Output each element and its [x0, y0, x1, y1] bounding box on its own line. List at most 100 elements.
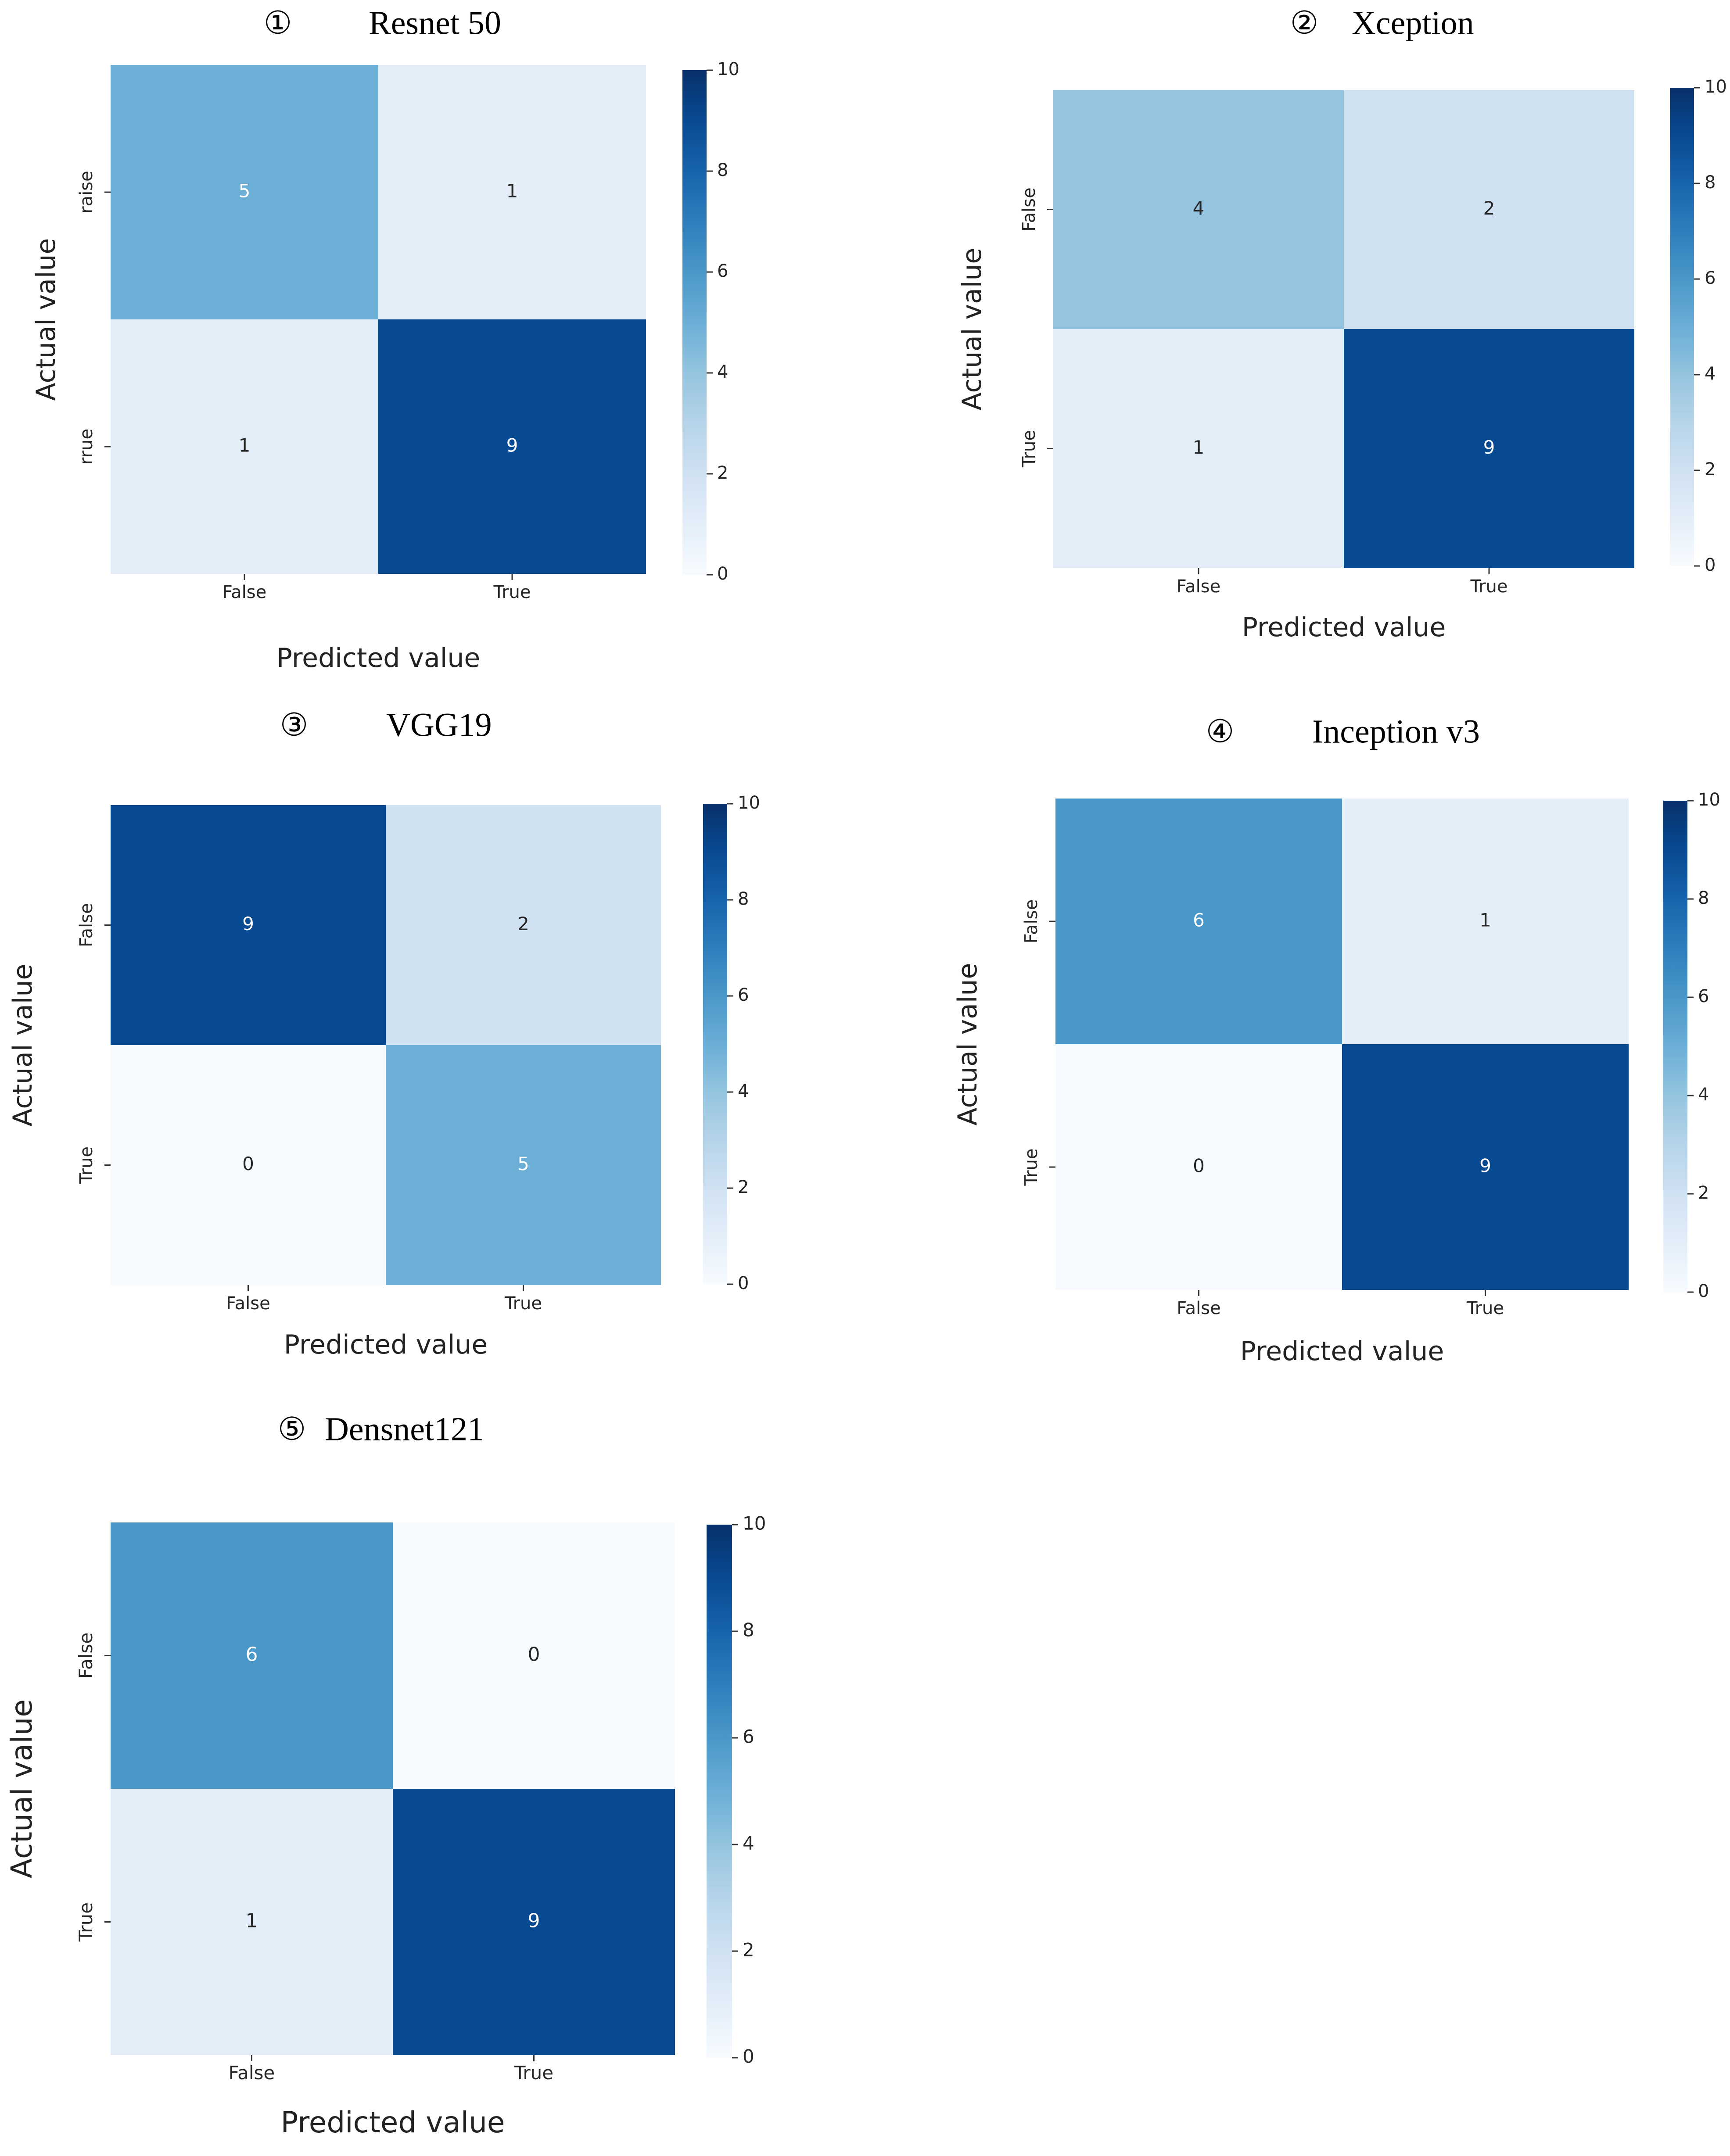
cell-value-label: 6 [1193, 910, 1205, 931]
y-tick-label: False [76, 903, 97, 947]
x-tick-label: False [1177, 577, 1220, 597]
heatmap-cell [378, 65, 646, 319]
y-tick-label: rrue [76, 429, 97, 465]
y-axis-label: Actual value [7, 964, 38, 1127]
heatmap-cell [378, 319, 646, 574]
colorbar-tick-label: 4 [743, 1833, 754, 1854]
x-tick-label: False [223, 582, 266, 602]
colorbar-tick-label: 4 [1698, 1085, 1709, 1105]
cell-value-label: 9 [506, 435, 518, 456]
colorbar [1663, 801, 1687, 1292]
cell-value-label: 2 [517, 913, 529, 935]
y-axis-label: Actual value [5, 1699, 39, 1878]
y-tick-label: False [1021, 899, 1041, 943]
colorbar-tick-label: 2 [738, 1177, 749, 1197]
y-tick-label: False [1019, 187, 1039, 231]
panel-number: ④ [1206, 714, 1235, 749]
confusion-matrix-panel-5: ⑤ Densnet121 6 0 1 9 False True False True Predict… [5, 1411, 766, 2139]
colorbar-tick-label: 6 [1698, 986, 1709, 1006]
colorbar [682, 70, 707, 575]
colorbar-tick-label: 6 [1705, 268, 1716, 288]
heatmap-cell [1053, 329, 1344, 568]
colorbar-tick-label: 10 [1705, 77, 1727, 97]
heatmap-cell [111, 65, 378, 319]
heatmap-cell [1344, 90, 1634, 329]
cell-value-label: 4 [1193, 197, 1205, 219]
heatmap-cell [1342, 799, 1629, 1044]
heatmap-cell [1055, 1044, 1342, 1290]
x-tick-label: False [1177, 1298, 1220, 1318]
heatmap-cell [393, 1522, 675, 1789]
colorbar-tick-label: 4 [717, 362, 728, 382]
confusion-matrix-panel-1: ① Resnet 50 5 1 1 9 False True raise rrue Predicte… [31, 4, 739, 673]
colorbar [707, 1525, 732, 2058]
x-tick-label: True [1470, 577, 1508, 597]
cell-value-label: 5 [239, 180, 251, 202]
cell-value-label: 1 [506, 180, 518, 202]
panel-number: ③ [280, 708, 309, 743]
y-axis-label: Actual value [957, 248, 987, 411]
heatmap-cell [1342, 1044, 1629, 1290]
colorbar-tick-label: 4 [738, 1081, 749, 1101]
panel-title: Inception v3 [1312, 713, 1480, 750]
colorbar-tick-label: 2 [1698, 1183, 1709, 1203]
y-tick-label: False [75, 1633, 97, 1679]
colorbar-tick-label: 2 [743, 1939, 754, 1961]
colorbar-tick-label: 6 [717, 261, 728, 281]
y-tick-label: True [1019, 430, 1039, 468]
x-tick-label: True [493, 582, 531, 602]
colorbar [1670, 88, 1694, 566]
colorbar-tick-label: 0 [738, 1273, 749, 1293]
cell-value-label: 0 [242, 1153, 254, 1175]
cell-value-label: 1 [1479, 910, 1491, 931]
cell-value-label: 9 [242, 913, 254, 935]
heatmap-cell [111, 805, 386, 1045]
colorbar-tick-label: 8 [738, 889, 749, 909]
colorbar-tick-label: 2 [717, 463, 728, 483]
x-tick-label: True [514, 2062, 553, 2084]
cell-value-label: 2 [1483, 197, 1495, 219]
heatmap-cell [1055, 799, 1342, 1044]
colorbar-tick-label: 0 [717, 564, 728, 584]
heatmap-cell [111, 319, 378, 574]
colorbar-tick-label: 8 [717, 160, 728, 180]
panel-title: Resnet 50 [369, 4, 501, 41]
x-tick-label: False [226, 1293, 270, 1314]
cell-value-label: 0 [1193, 1155, 1205, 1177]
cell-value-label: 9 [528, 1910, 540, 1932]
heatmap-cell [1053, 90, 1344, 329]
cell-value-label: 9 [1479, 1155, 1491, 1177]
x-axis-label: Predicted value [284, 1329, 488, 1360]
colorbar-tick-label: 8 [1698, 888, 1709, 908]
colorbar-tick-label: 8 [1705, 172, 1716, 193]
heatmap-cell [386, 805, 661, 1045]
colorbar-tick-label: 2 [1705, 459, 1716, 480]
x-tick-label: True [1466, 1298, 1504, 1318]
colorbar-tick-label: 6 [743, 1726, 754, 1748]
x-axis-label: Predicted value [1240, 1336, 1444, 1367]
colorbar-tick-label: 0 [1698, 1281, 1709, 1301]
colorbar-tick-label: 6 [738, 985, 749, 1005]
panel-number: ⑤ [278, 1412, 306, 1447]
colorbar-tick-label: 10 [717, 59, 739, 79]
heatmap-cell [111, 1045, 386, 1285]
heatmap-cell [386, 1045, 661, 1285]
colorbar-tick-label: 10 [743, 1513, 766, 1534]
x-axis-label: Predicted value [276, 643, 481, 673]
heatmap-cell [111, 1789, 393, 2055]
panel-title: VGG19 [386, 706, 492, 743]
heatmap-cell [1344, 329, 1634, 568]
panel-title: Xception [1352, 4, 1474, 41]
cell-value-label: 1 [239, 435, 251, 456]
y-axis-label: Actual value [31, 238, 61, 401]
y-axis-label: Actual value [952, 963, 983, 1126]
colorbar-tick-label: 0 [743, 2046, 754, 2067]
colorbar-tick-label: 0 [1705, 555, 1716, 575]
cell-value-label: 1 [1193, 437, 1205, 458]
colorbar-tick-label: 10 [738, 793, 760, 813]
heatmap-cell [111, 1522, 393, 1789]
y-tick-label: raise [76, 171, 97, 214]
